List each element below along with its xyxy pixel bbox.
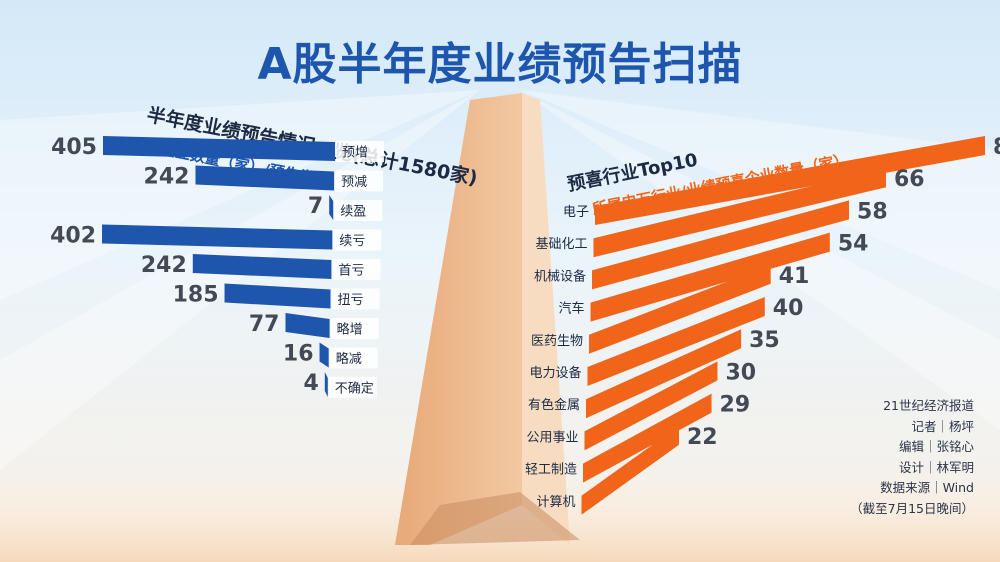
category-label-bg	[334, 200, 383, 221]
category-label-bg	[333, 229, 382, 251]
value-label: 402	[50, 224, 96, 249]
bar-机械设备	[592, 200, 850, 290]
bar-略增	[285, 313, 330, 338]
right-bar-chart: 电子 88 基础化工 66 机械设备 58 汽车 54 医药生物 41 电力设备 40 有色金属 35 公用…	[525, 135, 1000, 515]
category-label: 电力设备	[529, 365, 581, 381]
credit-data-source: 数据来源｜Wind	[880, 480, 974, 495]
category-label: 不确定	[335, 382, 374, 397]
category-label: 轻工制造	[525, 463, 577, 478]
category-label: 续盈	[340, 205, 366, 220]
bar-有色金属	[586, 329, 742, 419]
bar-公用事业	[584, 361, 718, 451]
bar-不确定	[324, 372, 328, 397]
category-label-bg	[328, 377, 377, 398]
value-label: 22	[687, 425, 718, 450]
bar-预增	[103, 136, 335, 161]
bar-电力设备	[587, 297, 765, 386]
category-label: 预减	[341, 175, 367, 190]
pillar-shape	[395, 93, 522, 545]
bar-基础化工	[593, 168, 886, 258]
value-label: 405	[51, 135, 97, 160]
value-label: 40	[773, 296, 804, 321]
bar-续亏	[102, 224, 333, 250]
value-label: 88	[993, 135, 1000, 160]
left-bar-chart: 预增 405 预减 242 续盈 7 续亏 402 首亏 242 扭亏 185 略增 77 略减 16 不确定 4	[50, 135, 384, 398]
category-label-bg	[331, 288, 380, 310]
category-label: 基础化工	[535, 237, 587, 252]
value-label: 185	[173, 283, 219, 308]
bar-汽车	[590, 232, 830, 322]
category-label: 扭亏	[338, 293, 364, 308]
bar-预减	[195, 165, 335, 191]
bar-续盈	[329, 195, 334, 220]
value-label: 7	[308, 194, 323, 219]
category-label-bg	[332, 259, 381, 280]
value-label: 4	[303, 371, 318, 396]
category-label: 汽车	[558, 301, 584, 317]
value-label: 242	[144, 165, 190, 190]
bar-轻工制造	[583, 393, 712, 483]
value-label: 41	[779, 264, 810, 289]
credit-editor: 编辑｜张铭心	[898, 439, 974, 454]
category-label: 预增	[342, 146, 368, 161]
value-label: 54	[838, 232, 869, 257]
category-label: 医药生物	[531, 334, 583, 349]
credit-date: （截至7月15日晚间）	[850, 500, 974, 516]
credit-designer: 设计｜林军明	[898, 459, 974, 475]
category-label-bg	[335, 170, 384, 192]
bar-电子	[595, 136, 985, 225]
category-label: 公用事业	[526, 430, 578, 445]
category-label: 有色金属	[528, 397, 580, 413]
category-label: 机械设备	[534, 268, 586, 284]
credit-source: 21世纪经济报道	[883, 398, 974, 413]
value-label: 35	[749, 328, 780, 353]
bar-计算机	[581, 425, 679, 515]
category-label: 首亏	[338, 264, 364, 279]
category-label-bg	[336, 141, 384, 162]
category-label: 略减	[336, 351, 362, 367]
category-label: 电子	[563, 205, 589, 220]
pillar-base	[410, 492, 580, 545]
bar-医药生物	[589, 264, 771, 354]
value-label: 77	[249, 312, 280, 337]
category-label-bg	[329, 347, 378, 369]
category-label: 计算机	[536, 495, 575, 510]
value-label: 29	[720, 393, 751, 418]
pillar-side	[522, 93, 570, 545]
value-label: 242	[141, 253, 187, 278]
credits: 21世纪经济报道 记者｜杨坪 编辑｜张铭心 设计｜林军明 数据来源｜Wind （…	[850, 396, 974, 519]
value-label: 16	[283, 342, 314, 367]
category-label: 略增	[337, 322, 363, 338]
page-title: A股半年度业绩预告扫描	[257, 39, 743, 90]
bar-扭亏	[224, 283, 331, 309]
value-label: 66	[894, 167, 925, 192]
value-label: 58	[857, 199, 888, 224]
value-label: 30	[725, 360, 756, 385]
credit-reporter: 记者｜杨坪	[911, 418, 974, 434]
category-label-bg	[330, 318, 379, 339]
bar-首亏	[192, 254, 332, 279]
category-label: 续亏	[339, 234, 365, 249]
bar-略减	[319, 342, 329, 368]
